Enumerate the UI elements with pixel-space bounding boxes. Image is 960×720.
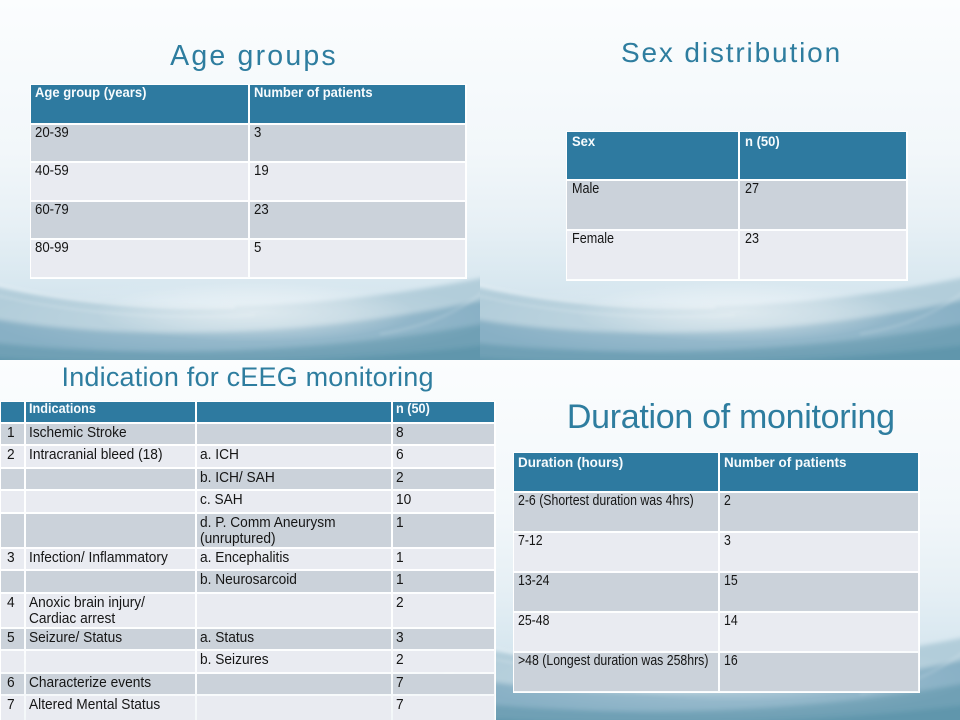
slide-title: Duration of monitoring — [566, 398, 895, 436]
table-cell: Infection/ Inflammatory — [26, 548, 195, 569]
table-cell — [1, 651, 24, 672]
table-cell: 23 — [250, 201, 465, 239]
slide-indication-ceeg: Indication for cEEG monitoring Indicatio… — [0, 360, 496, 720]
table-cell — [1, 571, 24, 592]
table-cell: 2 — [393, 468, 494, 489]
table-cell: Ischemic Stroke — [26, 423, 195, 444]
table-cell: 2 — [393, 593, 494, 627]
slide-title: Indication for cEEG monitoring — [61, 362, 434, 392]
column-header: n (50) — [393, 402, 494, 422]
table-cell: 3 — [250, 124, 465, 162]
table-cell: d. P. Comm Aneurysm (unruptured) — [197, 513, 391, 547]
table-cell: 3 — [393, 628, 494, 649]
table-cell — [1, 513, 24, 547]
table-cell: Seizure/ Status — [26, 628, 195, 649]
column-header: Number of patients — [719, 453, 918, 491]
table-cell: 7-12 — [514, 532, 718, 571]
table-cell: 40-59 — [31, 163, 248, 200]
table-cell: Female — [567, 231, 738, 279]
table-cell: 25-48 — [514, 612, 718, 651]
table-cell — [26, 468, 195, 489]
sex-distribution-table: Sex n (50) Male 27 Female 23 — [566, 131, 908, 281]
slide-title: Sex distribution — [620, 37, 843, 68]
duration-table: Duration (hours) Number of patients 2-6 … — [513, 452, 920, 693]
table-cell — [197, 673, 391, 694]
table-cell: a. Status — [197, 628, 391, 649]
table-cell: 10 — [393, 491, 494, 512]
table-cell: 23 — [739, 231, 906, 279]
table-cell: 14 — [719, 612, 918, 651]
table-cell: 1 — [1, 423, 24, 444]
table-cell: 5 — [1, 628, 24, 649]
table-cell — [1, 491, 24, 512]
table-cell — [26, 513, 195, 547]
column-header: Number of patients — [250, 85, 465, 123]
table-cell — [26, 651, 195, 672]
table-cell: 3 — [719, 532, 918, 571]
column-header: Sex — [567, 132, 738, 179]
table-cell: 6 — [1, 673, 24, 694]
age-groups-table: Age group (years) Number of patients 20-… — [30, 84, 467, 279]
table-cell: 13-24 — [514, 572, 718, 611]
table-cell: b. ICH/ SAH — [197, 468, 391, 489]
table-cell: 4 — [1, 593, 24, 627]
column-header: Indications — [26, 402, 195, 422]
column-header: n (50) — [739, 132, 906, 179]
table-cell: Characterize events — [26, 673, 195, 694]
table-cell: 1 — [393, 548, 494, 569]
table-cell: 5 — [250, 240, 465, 277]
slide-age-groups: Age groups Age group (years) Number of p… — [0, 0, 480, 360]
table-cell: 1 — [393, 513, 494, 547]
table-cell: Altered Mental Status — [26, 696, 195, 720]
column-header: Duration (hours) — [514, 453, 718, 491]
table-cell: 7 — [393, 673, 494, 694]
column-header — [1, 402, 24, 422]
table-cell: Intracranial bleed (18) — [26, 446, 195, 467]
table-cell: Anoxic brain injury/ Cardiac arrest — [26, 593, 195, 627]
table-cell: 2 — [719, 492, 918, 531]
table-cell: 3 — [1, 548, 24, 569]
table-cell: 8 — [393, 423, 494, 444]
table-cell: 2 — [1, 446, 24, 467]
table-cell: b. Neurosarcoid — [197, 571, 391, 592]
table-cell: 6 — [393, 446, 494, 467]
table-cell: 1 — [393, 571, 494, 592]
table-cell: a. Encephalitis — [197, 548, 391, 569]
table-cell: 7 — [1, 696, 24, 720]
slide-duration-monitoring: Duration of monitoring Duration (hours) … — [480, 360, 960, 720]
slide-title: Age groups — [170, 40, 338, 72]
table-cell: 20-39 — [31, 124, 248, 162]
table-cell — [26, 491, 195, 512]
table-cell: 16 — [719, 652, 918, 691]
table-cell — [26, 571, 195, 592]
table-cell: 80-99 — [31, 240, 248, 277]
column-header: Age group (years) — [31, 85, 248, 123]
table-cell: 27 — [739, 181, 906, 229]
table-cell: 2 — [393, 651, 494, 672]
table-cell — [197, 593, 391, 627]
column-header — [197, 402, 391, 422]
table-cell — [1, 468, 24, 489]
table-cell: 60-79 — [31, 201, 248, 239]
table-cell — [197, 423, 391, 444]
table-cell: b. Seizures — [197, 651, 391, 672]
table-cell: >48 (Longest duration was 258hrs) — [514, 652, 718, 691]
table-cell: c. SAH — [197, 491, 391, 512]
table-cell: 2-6 (Shortest duration was 4hrs) — [514, 492, 718, 531]
slide-sex-distribution: Sex distribution Sex n (50) Male 27 Fema… — [480, 0, 960, 360]
table-cell: a. ICH — [197, 446, 391, 467]
indication-table: Indications n (50) 1 Ischemic Stroke 8 2… — [0, 401, 496, 720]
table-cell: Male — [567, 181, 738, 229]
table-cell: 7 — [393, 696, 494, 720]
table-cell — [197, 696, 391, 720]
table-cell: 15 — [719, 572, 918, 611]
table-cell: 19 — [250, 163, 465, 200]
